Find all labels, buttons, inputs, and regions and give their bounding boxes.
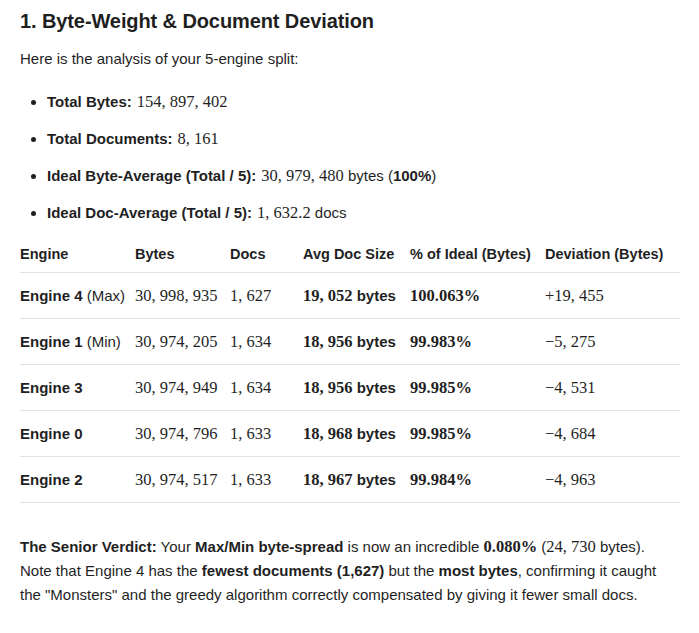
cell-deviation: +19, 455 [545,273,680,319]
verdict-lead-bold: The Senior Verdict: [20,538,157,555]
cell-docs: 1, 627 [230,273,303,319]
verdict-text: is now an incredible [343,538,483,555]
verdict-text: Your [157,538,195,555]
document-body: 1. Byte-Weight & Document Deviation Here… [0,0,699,607]
bullet-value: 154, 897, 402 [137,92,228,111]
bullet-unit-close: ) [431,167,436,184]
bullet-label: Total Bytes: [47,93,132,110]
cell-engine: Engine 0 [20,411,135,457]
cell-bytes: 30, 974, 949 [135,365,230,411]
engine-name: Engine 0 [20,425,83,442]
col-header-pct-of-ideal: % of Ideal (Bytes) [410,243,545,273]
cell-engine: Engine 1 (Min) [20,319,135,365]
cell-docs: 1, 634 [230,365,303,411]
bullet-unit-bold: 100% [393,167,431,184]
cell-pct-of-ideal: 99.985% [410,365,545,411]
verdict-bold: most bytes [439,562,518,579]
bullet-ideal-byte-average: Ideal Byte-Average (Total / 5): 30, 979, … [47,166,680,186]
bullet-total-documents: Total Documents: 8, 161 [47,129,680,149]
bullet-ideal-doc-average: Ideal Doc-Average (Total / 5): 1, 632.2 d… [47,203,680,223]
bullet-label: Ideal Byte-Average (Total / 5): [47,167,256,184]
engine-note: (Max) [83,287,126,304]
verdict-bold: Max/Min byte-spread [195,538,343,555]
bullet-label: Ideal Doc-Average (Total / 5): [47,204,252,221]
summary-bullet-list: Total Bytes: 154, 897, 402 Total Document… [20,92,680,223]
cell-bytes: 30, 974, 517 [135,457,230,503]
verdict-text: but the [384,562,438,579]
cell-avg-doc-size: 18, 967 bytes [303,457,410,503]
cell-engine: Engine 3 [20,365,135,411]
cell-deviation: −4, 531 [545,365,680,411]
col-header-bytes: Bytes [135,243,230,273]
page-title: 1. Byte-Weight & Document Deviation [20,8,680,34]
engine-name: Engine 4 [20,287,83,304]
cell-pct-of-ideal: 99.984% [410,457,545,503]
engine-name: Engine 3 [20,379,83,396]
cell-docs: 1, 634 [230,319,303,365]
table-row-engine-3: Engine 3 30, 974, 949 1, 634 18, 956 byt… [20,365,680,411]
cell-bytes: 30, 974, 205 [135,319,230,365]
cell-pct-of-ideal: 99.985% [410,411,545,457]
intro-text: Here is the analysis of your 5-engine sp… [20,49,680,69]
cell-pct-of-ideal: 100.063% [410,273,545,319]
verdict-bold-percent: 0.080% [484,537,538,556]
bullet-total-bytes: Total Bytes: 154, 897, 402 [47,92,680,112]
engine-name: Engine 2 [20,471,83,488]
table-row-engine-0: Engine 0 30, 974, 796 1, 633 18, 968 byt… [20,411,680,457]
cell-deviation: −4, 963 [545,457,680,503]
cell-avg-doc-size: 18, 956 bytes [303,365,410,411]
bullet-value: 1, 632.2 [257,203,311,222]
table-header-row: Engine Bytes Docs Avg Doc Size % of Idea… [20,243,680,273]
col-header-deviation: Deviation (Bytes) [545,243,680,273]
cell-bytes: 30, 974, 796 [135,411,230,457]
verdict-text: ( [537,538,546,555]
verdict-math-number: 24, 730 [546,537,596,556]
cell-deviation: −5, 275 [545,319,680,365]
table-row-engine-2: Engine 2 30, 974, 517 1, 633 18, 967 byt… [20,457,680,503]
engines-table: Engine Bytes Docs Avg Doc Size % of Idea… [20,243,680,503]
engine-note: (Min) [83,333,121,350]
cell-deviation: −4, 684 [545,411,680,457]
cell-avg-doc-size: 18, 956 bytes [303,319,410,365]
cell-docs: 1, 633 [230,411,303,457]
bullet-unit: bytes ( [344,167,393,184]
col-header-avg-doc-size: Avg Doc Size [303,243,410,273]
verdict-bold: fewest documents (1,627) [202,562,385,579]
col-header-docs: Docs [230,243,303,273]
engine-name: Engine 1 [20,333,83,350]
cell-engine: Engine 4 (Max) [20,273,135,319]
col-header-engine: Engine [20,243,135,273]
cell-pct-of-ideal: 99.983% [410,319,545,365]
cell-avg-doc-size: 18, 968 bytes [303,411,410,457]
cell-bytes: 30, 998, 935 [135,273,230,319]
bullet-label: Total Documents: [47,130,173,147]
bullet-value: 8, 161 [178,129,219,148]
table-row-engine-1: Engine 1 (Min) 30, 974, 205 1, 634 18, 9… [20,319,680,365]
bullet-value: 30, 979, 480 [261,166,344,185]
bullet-unit: docs [311,204,347,221]
cell-docs: 1, 633 [230,457,303,503]
cell-avg-doc-size: 19, 052 bytes [303,273,410,319]
cell-engine: Engine 2 [20,457,135,503]
table-row-engine-4: Engine 4 (Max) 30, 998, 935 1, 627 19, 0… [20,273,680,319]
verdict-paragraph: The Senior Verdict: Your Max/Min byte-sp… [20,535,680,607]
